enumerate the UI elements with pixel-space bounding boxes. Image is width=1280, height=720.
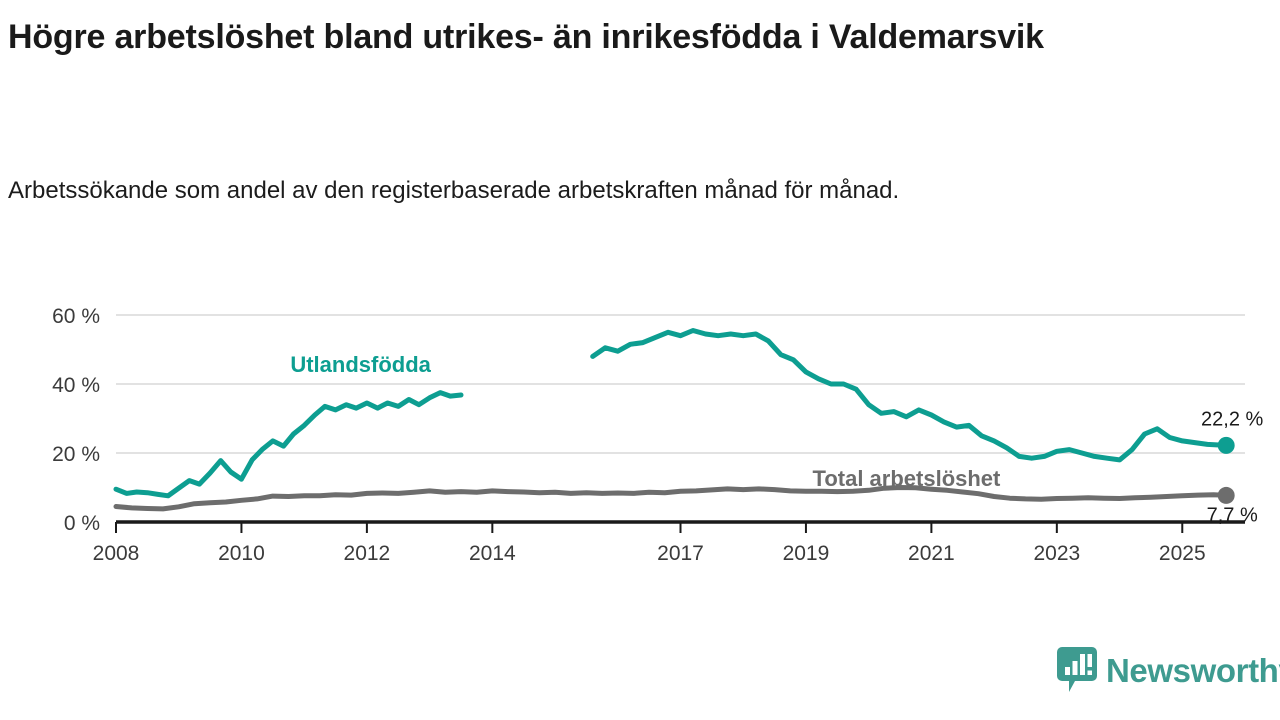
x-tick-label: 2021 [908,542,955,565]
x-axis-tick-marks [115,522,1184,533]
series-end-value-1: 7,7 % [1207,504,1258,526]
series-label-0: Utlandsfödda [290,352,431,377]
series-end-value-0: 22,2 % [1201,408,1263,430]
x-tick-label: 2019 [783,542,830,565]
series-inline-labels: Utlandsfödda Total arbetslöshet [290,352,1001,491]
series-end-value-labels: 22,2 % 7,7 % [1201,408,1263,526]
series-line-0 [113,328,1229,499]
y-tick-label: 20 % [52,443,100,466]
line-chart: 0 % 20 % 40 % 60 % 2008 2010 2012 2014 2017 2019… [0,290,1280,590]
series-label-1: Total arbetslöshet [813,466,1002,491]
series-line-1 [113,485,1229,512]
page-title: Högre arbetslöshet bland utrikes- än inr… [8,18,1044,56]
x-axis-tick-labels: 2008 2010 2012 2014 2017 2019 2021 2023 2025 [93,542,1206,565]
data-series-group [113,328,1229,512]
page-subtitle: Arbetssökande som andel av den registerb… [8,177,900,204]
newsworthy-logo[interactable]: Newsworthy [1057,645,1280,695]
x-tick-label: 2012 [344,542,391,565]
y-tick-label: 60 % [52,305,100,328]
y-axis-tick-labels: 0 % 20 % 40 % 60 % [52,305,100,535]
x-tick-label: 2017 [657,542,704,565]
y-tick-label: 40 % [52,374,100,397]
series-endpoint-0 [1217,436,1235,454]
x-tick-label: 2014 [469,542,516,565]
speech-bubble-barchart-icon [1057,647,1097,692]
x-tick-label: 2023 [1033,542,1080,565]
x-tick-label: 2008 [93,542,140,565]
newsworthy-wordmark: Newsworthy [1106,651,1280,689]
series-endpoint-1 [1217,486,1235,504]
series-endpoint-dots [1217,436,1235,504]
chart-canvas: 0 % 20 % 40 % 60 % 2008 2010 2012 2014 2017 2019… [52,305,1263,565]
x-tick-label: 2010 [218,542,265,565]
y-tick-label: 0 % [64,512,100,535]
x-tick-label: 2025 [1159,542,1206,565]
